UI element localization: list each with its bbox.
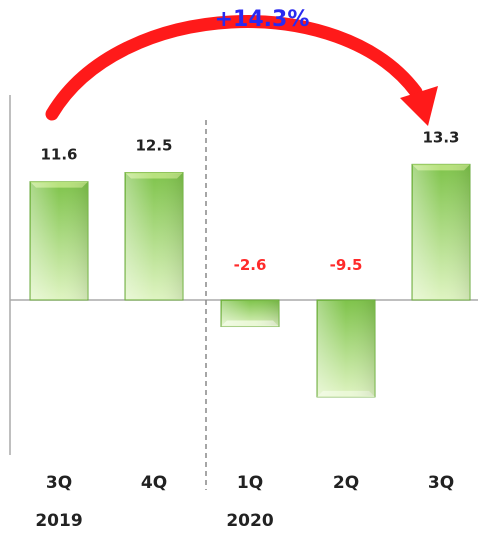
growth-annotation: +14.3% [215,7,310,32]
data-label: 12.5 [135,137,172,155]
bar-sheen [222,301,278,326]
bar-sheen [126,173,182,299]
data-label: -2.6 [234,256,267,274]
year-label-2019: 2019 [35,511,82,531]
growth-arrow [45,15,423,121]
category-label: 3Q [46,473,72,493]
value-labels-group: 11.6 12.5 -2.6 -9.5 13.3 [40,128,459,274]
category-label: 2Q [333,473,359,493]
bars-group [29,163,471,398]
data-label: 13.3 [422,128,459,146]
bar-sheen [31,182,87,299]
category-label: 1Q [237,473,263,493]
bar-sheen [413,165,469,299]
data-label: 11.6 [40,146,77,164]
data-label: -9.5 [330,256,363,274]
bar-sheen [318,301,374,396]
growth-arrow-head [400,86,438,126]
category-label: 4Q [141,473,167,493]
year-label-2020: 2020 [226,511,273,531]
category-label: 3Q [428,473,454,493]
